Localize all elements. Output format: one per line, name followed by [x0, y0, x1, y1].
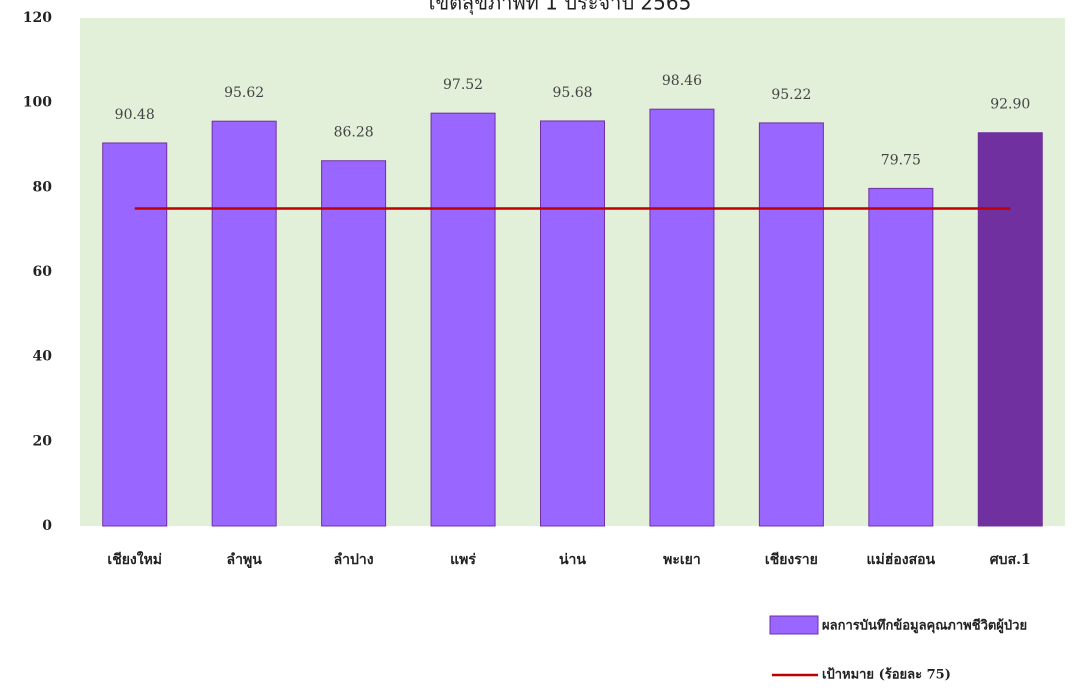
y-tick-label: 40 — [33, 349, 53, 365]
x-tick-label: พะเยา — [663, 552, 701, 568]
x-tick-label: แม่ฮ่องสอน — [867, 552, 936, 568]
bar — [758, 122, 824, 527]
y-tick-label: 60 — [33, 264, 53, 280]
y-tick-label: 20 — [33, 433, 53, 449]
value-label: 79.75 — [881, 152, 921, 168]
bar — [102, 142, 168, 527]
x-tick-label: ศบส.1 — [990, 552, 1031, 568]
x-tick-label: เชียงใหม่ — [107, 550, 162, 568]
chart-title: เขตสุขภาพที่ 1 ประจำปี 2565 — [429, 0, 692, 16]
legend-label: เป้าหมาย (ร้อยละ 75) — [822, 667, 951, 683]
bar — [321, 160, 387, 527]
value-label: 95.22 — [771, 87, 811, 103]
bar — [211, 120, 277, 527]
y-tick-label: 100 — [23, 95, 52, 111]
y-tick-label: 80 — [33, 179, 53, 195]
x-tick-label: ลำพูน — [227, 552, 263, 568]
value-label: 90.48 — [115, 107, 155, 123]
bar — [977, 132, 1043, 527]
bar — [868, 187, 934, 527]
value-label: 86.28 — [334, 125, 374, 141]
bar — [540, 120, 605, 527]
x-tick-label: น่าน — [559, 552, 586, 568]
x-tick-label: ลำปาง — [334, 552, 374, 568]
bar — [649, 108, 715, 527]
value-label: 97.52 — [443, 77, 483, 93]
legend-swatch — [769, 615, 819, 635]
value-label: 95.62 — [224, 85, 264, 101]
value-label: 92.90 — [990, 97, 1030, 113]
x-tick-label: เชียงราย — [765, 552, 818, 568]
value-label: 98.46 — [662, 73, 702, 89]
y-tick-label: 0 — [42, 518, 52, 534]
x-tick-label: แพร่ — [450, 552, 476, 568]
bar — [430, 112, 496, 527]
legend-label: ผลการบันทึกข้อมูลคุณภาพชีวิตผู้ป่วย — [822, 618, 1027, 634]
value-label: 95.68 — [552, 85, 592, 101]
y-tick-label: 120 — [23, 10, 52, 26]
